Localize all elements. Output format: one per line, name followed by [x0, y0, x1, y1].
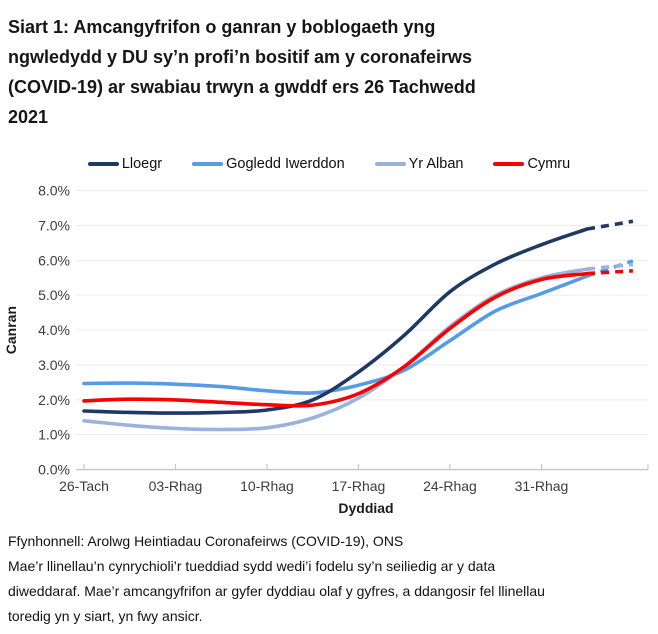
series-line-yr-alban [82, 267, 589, 432]
legend-item-gogledd-iwerddon: Gogledd Iwerddon [192, 156, 345, 172]
line-swatch-icon [374, 162, 406, 166]
y-tick-label: 3.0% [38, 357, 70, 373]
y-tick-label: 6.0% [38, 252, 70, 268]
legend-label: Cymru [527, 156, 571, 172]
chart-heading-line: Siart 1: Amcangyfrifon o ganran y boblog… [8, 17, 436, 37]
chart-heading-line: ngwledydd y DU sy’n profi’n bositif am y… [8, 47, 473, 67]
chart-heading-line: 2021 [8, 107, 49, 127]
series-dashed-tail-yr-alban [587, 262, 634, 271]
y-tick-label: 7.0% [38, 217, 70, 233]
x-tick-label: 10-Rhag [240, 478, 294, 494]
y-tick-label: 2.0% [38, 392, 70, 408]
method-note-line: Mae’r llinellau’n cynrychioli’r tueddiad… [8, 558, 496, 574]
legend-label: Yr Alban [408, 156, 464, 172]
y-axis-title: Canran [3, 306, 19, 354]
method-note-line: toredig yn y siart, yn fwy ansicr. [8, 608, 203, 624]
x-tick-label: 17-Rhag [332, 478, 386, 494]
plot-area: 0.0% 1.0% 2.0% 3.0% 4.0% 5.0% 6.0% 7.0% 8.0% 26-T… [0, 175, 658, 520]
plot-svg: 0.0% 1.0% 2.0% 3.0% 4.0% 5.0% 6.0% 7.0% 8.0% 26-T… [3, 183, 649, 516]
source-note: Ffynhonnell: Arolwg Heintiadau Coronafei… [8, 533, 404, 549]
x-tick-label: 26-Tach [59, 478, 109, 494]
y-tick-label: 0.0% [38, 462, 70, 478]
line-swatch-icon [87, 162, 119, 166]
y-tick-label: 4.0% [38, 322, 70, 338]
legend-label: Gogledd Iwerddon [226, 156, 345, 172]
legend-label: Lloegr [121, 156, 163, 172]
chart-heading-line: (COVID-19) ar swabiau trwyn a gwddf ers … [8, 77, 476, 97]
legend-item-cymru: Cymru [493, 156, 570, 172]
line-swatch-icon [192, 162, 224, 166]
x-tick-label: 31-Rhag [515, 478, 569, 494]
line-swatch-icon [493, 162, 525, 166]
legend-item-yr-alban: Yr Alban [374, 156, 464, 172]
x-tick-label: 24-Rhag [423, 478, 477, 494]
chart-legend: Lloegr Gogledd Iwerddon Yr Alban Cymru [0, 156, 658, 172]
x-tick-label: 03-Rhag [149, 478, 203, 494]
series-line-lloegr [82, 227, 589, 415]
y-tick-label: 1.0% [38, 427, 70, 443]
x-axis-title: Dyddiad [338, 500, 393, 516]
series-dashed-tail-cymru [587, 269, 634, 276]
legend-item-lloegr: Lloegr [87, 156, 163, 172]
series-line-cymru [82, 271, 589, 408]
report-page: Siart 1: Amcangyfrifon o ganran y boblog… [0, 12, 658, 634]
chart-footer: Ffynhonnell: Arolwg Heintiadau Coronafei… [8, 529, 650, 629]
method-note-line: diweddaraf. Mae’r amcangyfrifon ar gyfer… [8, 583, 545, 599]
y-tick-label: 5.0% [38, 287, 70, 303]
chart-heading: Siart 1: Amcangyfrifon o ganran y boblog… [8, 12, 650, 132]
y-tick-label: 8.0% [38, 183, 70, 199]
series-dashed-tail-lloegr [586, 219, 634, 231]
series-line-gogledd-iwerddon [82, 274, 589, 395]
